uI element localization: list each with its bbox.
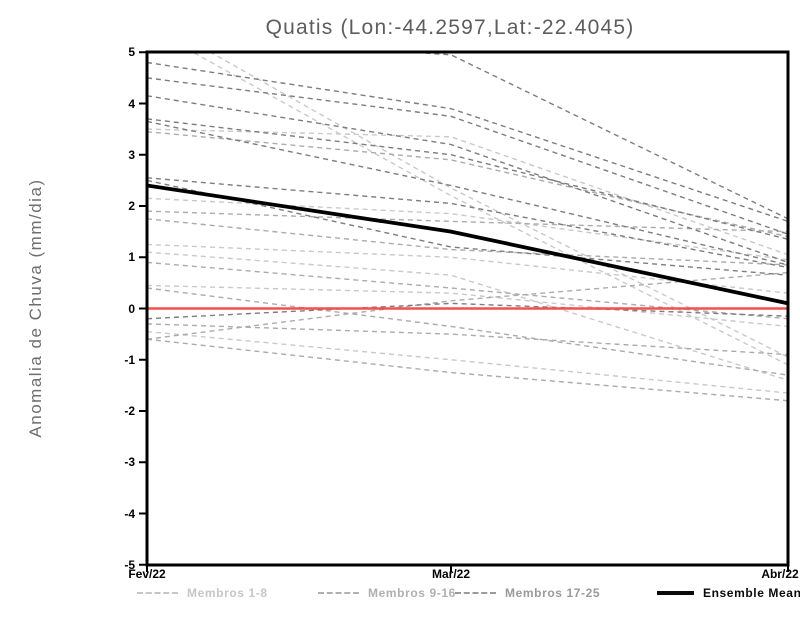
ensemble-member-line bbox=[147, 271, 788, 340]
ensemble-member-line bbox=[147, 197, 788, 261]
ensemble-member-line bbox=[147, 128, 788, 256]
x-tick-label: Mar/22 bbox=[431, 567, 471, 581]
ensemble-member-line bbox=[147, 210, 788, 233]
y-tick-label: -3 bbox=[124, 455, 135, 470]
legend-label: Membros 9-16 bbox=[368, 586, 456, 600]
ensemble-member-line bbox=[208, 52, 788, 358]
ensemble-member-line bbox=[147, 287, 788, 376]
y-tick-label: 2 bbox=[128, 199, 135, 213]
ensemble-member-line bbox=[147, 243, 788, 294]
y-tick-label: -1 bbox=[124, 352, 135, 367]
chart-legend: Membros 1-8 Membros 9-16 Membros 17-25 E… bbox=[0, 585, 800, 605]
chart-title: Quatis (Lon:-44.2597,Lat:-22.4045) bbox=[265, 16, 635, 39]
y-tick-label: 5 bbox=[128, 45, 135, 60]
ensemble-member-line bbox=[147, 218, 788, 266]
ensemble-member-line bbox=[147, 118, 788, 240]
y-tick-label: 0 bbox=[128, 301, 135, 316]
legend-item-membros-9-16: Membros 9-16 bbox=[318, 585, 456, 601]
legend-item-membros-1-8: Membros 1-8 bbox=[137, 585, 268, 601]
y-tick-label: 4 bbox=[128, 96, 135, 111]
ensemble-member-line bbox=[147, 284, 788, 328]
ensemble-mean-line bbox=[147, 183, 788, 306]
ensemble-member-line bbox=[147, 330, 788, 394]
ensemble-member-line bbox=[147, 120, 788, 266]
ensemble-member-line bbox=[191, 52, 788, 366]
ensemble-member-line bbox=[147, 177, 788, 269]
ensemble-member-line bbox=[147, 77, 788, 235]
ensemble-member-line bbox=[147, 251, 788, 381]
data-lines bbox=[147, 52, 788, 402]
y-tick-label: -2 bbox=[124, 404, 135, 418]
ensemble-member-line bbox=[147, 61, 788, 223]
y-tick-label: 1 bbox=[128, 250, 135, 265]
x-tick-label: Fev/22 bbox=[128, 567, 166, 581]
ensemble-member-line bbox=[147, 338, 788, 402]
x-tick-label: Abr/22 bbox=[761, 567, 799, 581]
dashed-line-icon bbox=[455, 592, 496, 594]
ensemble-member-line bbox=[147, 261, 788, 320]
legend-label: Membros 17-25 bbox=[505, 586, 601, 600]
dashed-line-icon bbox=[137, 592, 178, 594]
legend-item-membros-17-25: Membros 17-25 bbox=[455, 585, 600, 601]
legend-label: Membros 1-8 bbox=[187, 586, 268, 600]
solid-line-icon bbox=[657, 591, 694, 595]
legend-item-ensemble-mean: Ensemble Mean bbox=[657, 585, 800, 601]
ensemble-member-line bbox=[147, 179, 788, 276]
ensemble-member-line bbox=[147, 302, 788, 320]
ensemble-member-line bbox=[147, 323, 788, 356]
legend-label: Ensemble Mean bbox=[703, 586, 800, 600]
y-tick-label: -4 bbox=[124, 506, 135, 521]
ensemble-member-line bbox=[398, 52, 788, 220]
y-tick-label: -5 bbox=[124, 557, 135, 572]
dashed-line-icon bbox=[318, 592, 359, 594]
ensemble-member-line bbox=[147, 130, 788, 238]
ensemble-member-line bbox=[147, 95, 788, 264]
y-tick-label: 3 bbox=[128, 147, 135, 162]
